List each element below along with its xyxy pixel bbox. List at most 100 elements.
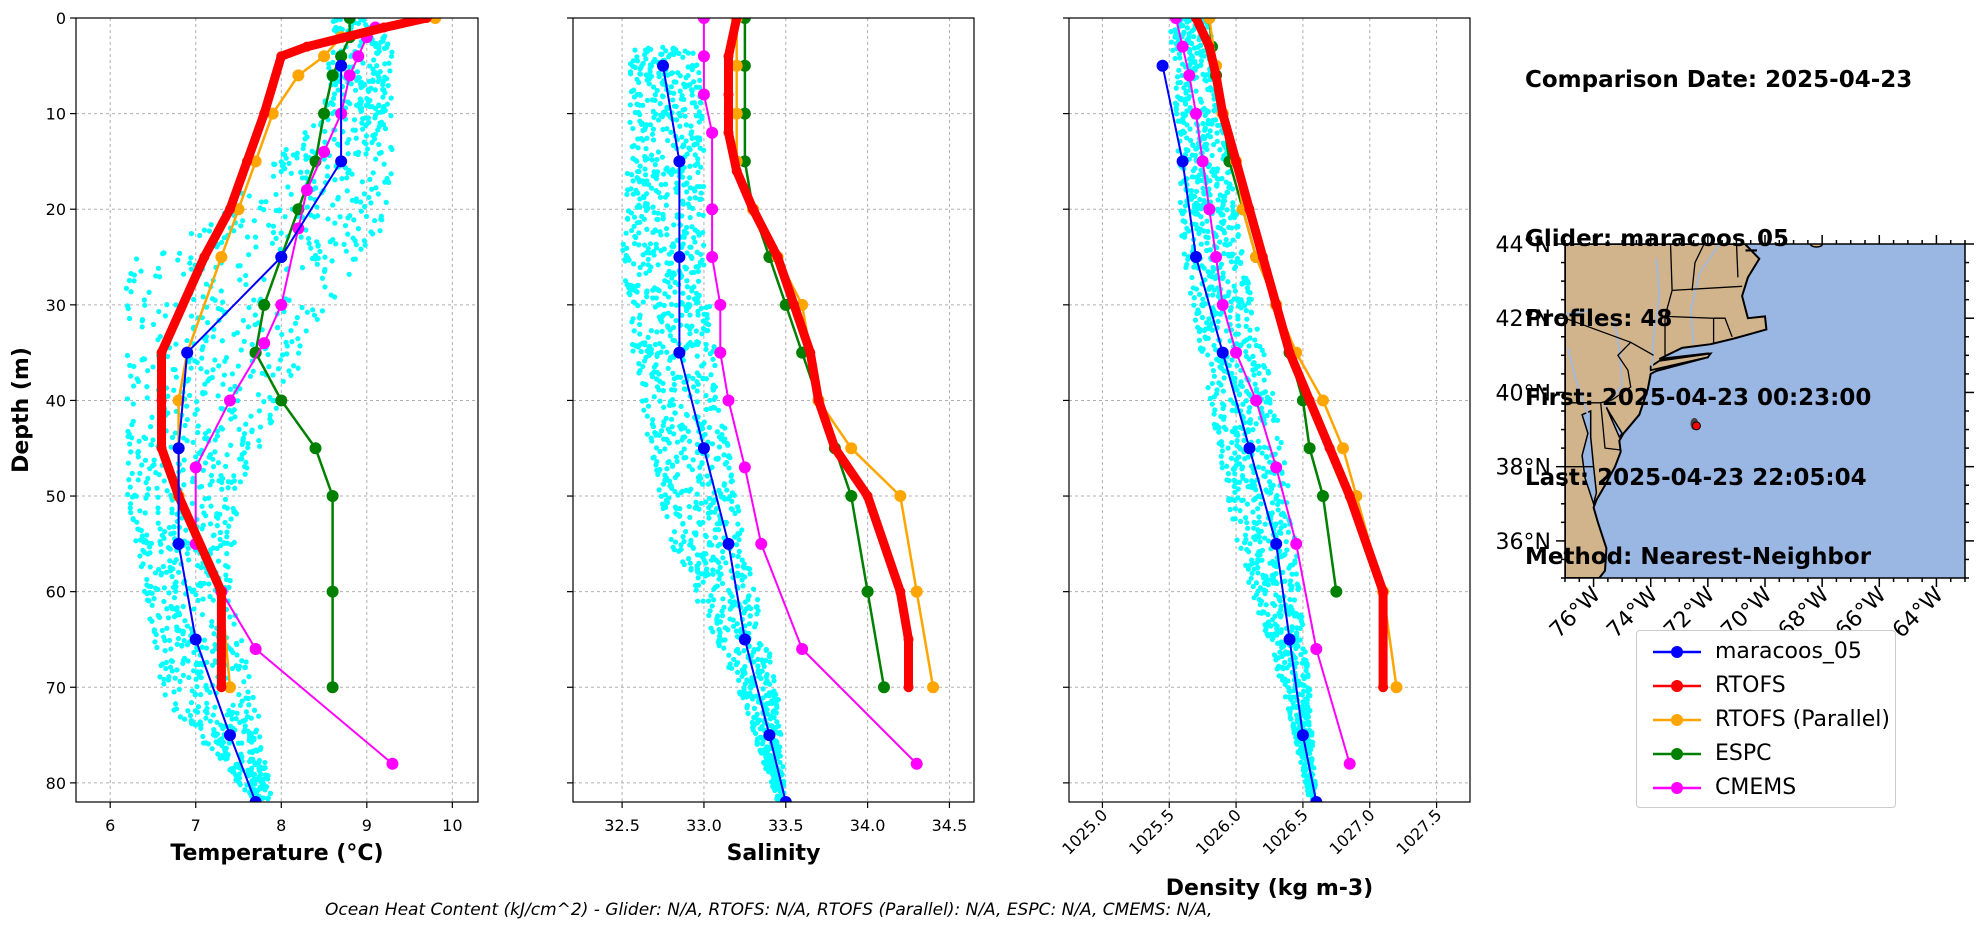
glider-scatter-point	[127, 505, 133, 511]
glider-scatter-point	[664, 232, 670, 238]
glider-scatter-point	[636, 315, 643, 321]
glider-scatter-point	[1168, 29, 1174, 35]
glider-scatter-point	[214, 428, 221, 434]
glider-scatter-point	[680, 54, 686, 60]
glider-scatter-point	[275, 324, 281, 331]
glider-scatter-point	[699, 257, 705, 263]
series-point-glider	[172, 442, 185, 455]
glider-scatter-point	[655, 117, 662, 123]
glider-scatter-point	[722, 461, 728, 467]
glider-scatter-point	[313, 185, 319, 191]
glider-scatter-point	[147, 466, 153, 472]
glider-scatter-point	[705, 510, 711, 517]
glider-scatter-point	[1299, 692, 1305, 698]
glider-scatter-point	[1266, 479, 1273, 485]
series-point-rtofs	[1190, 18, 1201, 23]
glider-scatter-point	[269, 240, 276, 246]
glider-scatter-point	[166, 590, 172, 596]
glider-scatter-point	[719, 580, 726, 587]
glider-scatter-point	[1271, 652, 1278, 658]
glider-scatter-point	[166, 674, 172, 680]
glider-scatter-point	[294, 315, 300, 321]
glider-scatter-point	[142, 435, 149, 442]
glider-scatter-point	[304, 204, 310, 210]
glider-scatter-point	[671, 376, 677, 382]
glider-scatter-point	[378, 149, 384, 156]
glider-scatter-point	[1179, 72, 1185, 79]
glider-scatter-point	[1187, 126, 1193, 132]
glider-scatter-point	[218, 722, 224, 728]
glider-scatter-point	[755, 608, 761, 614]
state-border	[1713, 317, 1733, 338]
glider-scatter-point	[1237, 343, 1244, 349]
glider-scatter-point	[678, 489, 684, 496]
series-point-glider	[189, 633, 202, 646]
legend-item-espc: ESPC	[1645, 739, 1890, 769]
glider-scatter-point	[722, 496, 728, 502]
glider-scatter-point	[708, 372, 714, 378]
glider-scatter-point	[708, 593, 714, 599]
glider-scatter-point	[1199, 301, 1205, 308]
glider-scatter-point	[640, 137, 646, 143]
glider-scatter-point	[632, 47, 638, 53]
glider-scatter-point	[282, 214, 288, 220]
series-point-rtofs	[895, 586, 906, 597]
glider-scatter-point	[682, 48, 688, 54]
glider-scatter-point	[214, 433, 221, 439]
glider-name: Glider: maracoos_05	[1525, 226, 1790, 252]
glider-scatter-point	[1226, 181, 1233, 187]
glider-scatter-point	[150, 321, 157, 328]
glider-scatter-point	[734, 621, 740, 627]
glider-scatter-point	[240, 317, 247, 324]
glider-scatter-point	[236, 775, 243, 781]
glider-scatter-point	[1229, 357, 1235, 363]
glider-scatter-point	[1274, 493, 1280, 499]
glider-scatter-point	[358, 246, 364, 252]
glider-scatter-point	[194, 660, 200, 666]
glider-scatter-point	[723, 560, 729, 566]
glider-scatter-point	[710, 356, 716, 362]
glider-scatter-point	[166, 524, 172, 531]
glider-scatter-point	[333, 18, 339, 23]
glider-scatter-point	[156, 308, 162, 315]
glider-scatter-point	[180, 467, 186, 473]
glider-scatter-point	[693, 328, 699, 334]
glider-scatter-point	[200, 294, 206, 300]
glider-scatter-point	[721, 452, 727, 458]
glider-scatter-point	[1251, 479, 1257, 485]
glider-scatter-point	[362, 115, 368, 121]
glider-scatter-point	[248, 413, 254, 419]
glider-scatter-point	[1282, 659, 1288, 666]
series-point-rtofs	[903, 634, 914, 645]
glider-scatter-point	[283, 155, 289, 161]
glider-scatter-point	[225, 564, 231, 570]
series-point-rtofs_parallel	[1316, 394, 1329, 407]
glider-scatter-point	[1221, 424, 1227, 430]
glider-scatter-point	[193, 454, 199, 460]
series-point-espc	[326, 490, 339, 503]
glider-scatter-point	[680, 520, 686, 526]
glider-scatter-point	[168, 646, 174, 652]
glider-scatter-point	[1181, 251, 1187, 257]
glider-scatter-point	[656, 387, 662, 393]
glider-scatter-point	[363, 133, 370, 139]
glider-scatter-point	[685, 64, 691, 70]
glider-scatter-point	[380, 94, 386, 100]
glider-scatter-point	[1191, 34, 1197, 40]
glider-scatter-point	[698, 164, 704, 170]
glider-scatter-point	[694, 141, 700, 147]
legend-label: maracoos_05	[1715, 639, 1862, 664]
glider-scatter-point	[1243, 349, 1249, 355]
glider-scatter-point	[374, 50, 380, 56]
glider-scatter-point	[173, 374, 179, 380]
glider-scatter-point	[271, 161, 277, 167]
glider-scatter-point	[1225, 292, 1231, 299]
glider-scatter-point	[660, 44, 666, 50]
glider-scatter-point	[669, 313, 675, 319]
glider-scatter-point	[161, 250, 167, 256]
glider-scatter-point	[694, 183, 701, 190]
glider-scatter-point	[245, 689, 251, 695]
glider-scatter-point	[360, 60, 366, 66]
glider-scatter-point	[631, 261, 637, 267]
glider-scatter-point	[1268, 483, 1274, 489]
